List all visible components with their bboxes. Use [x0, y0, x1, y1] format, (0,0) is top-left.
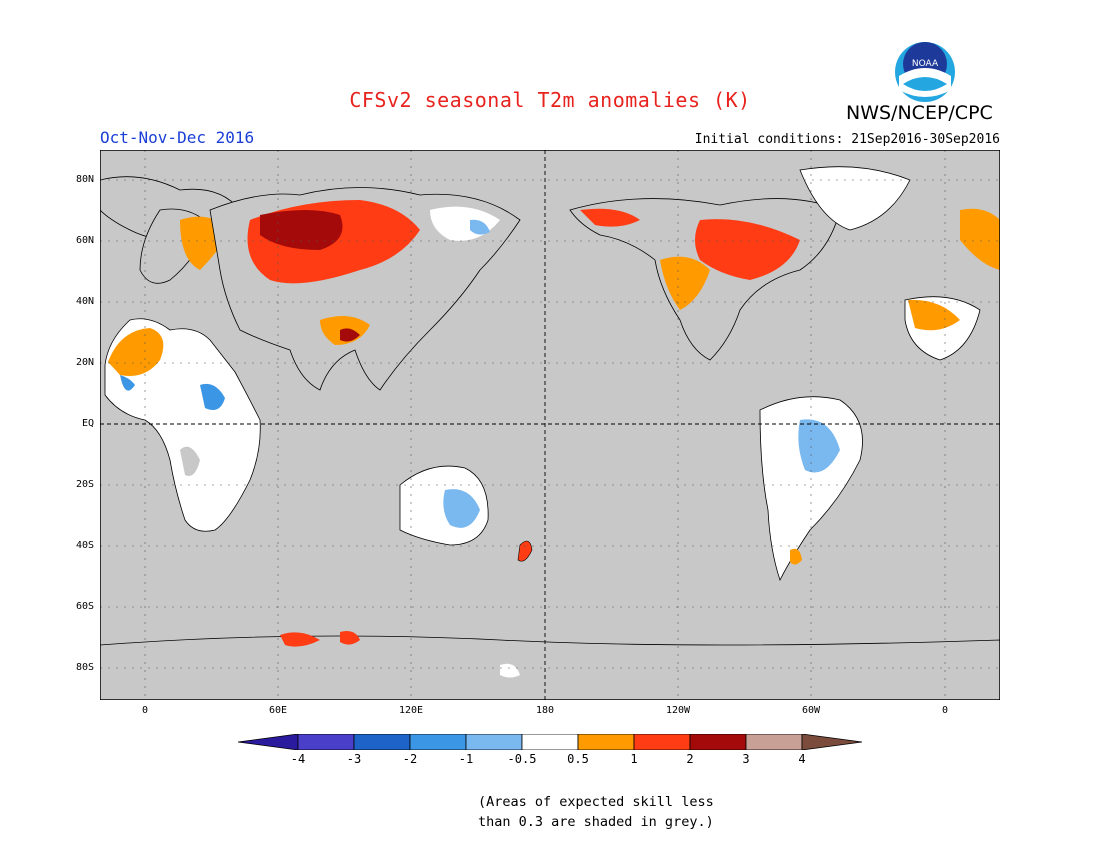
colorbar-tick-label: -0.5 — [507, 752, 537, 766]
colorbar-tick-label: 4 — [798, 752, 806, 766]
colorbar-tick-label: 0.5 — [567, 752, 589, 766]
lat-label: EQ — [81, 418, 94, 429]
skill-note: (Areas of expected skill less than 0.3 a… — [478, 792, 714, 832]
logo-text: NOAA — [912, 59, 939, 69]
colorbar-swatch — [633, 734, 691, 750]
lat-label: 60N — [75, 235, 94, 246]
lat-label: 20S — [75, 479, 94, 490]
colorbar-swatch — [409, 734, 467, 750]
lat-label: 80N — [75, 174, 94, 185]
season-period-label: Oct-Nov-Dec 2016 — [100, 128, 255, 147]
lon-label: 180 — [535, 705, 555, 716]
colorbar-swatch — [745, 734, 803, 750]
skill-note-line1: (Areas of expected skill less — [478, 794, 714, 810]
chart-title: CFSv2 seasonal T2m anomalies (K) — [349, 88, 751, 112]
colorbar-swatch — [577, 734, 635, 750]
lat-label: 60S — [75, 601, 94, 612]
colorbar-left-arrow — [238, 734, 299, 750]
lon-label: 60W — [801, 705, 821, 716]
land-south-america — [759, 396, 863, 582]
colorbar — [238, 734, 863, 750]
graticule — [100, 150, 1000, 700]
lat-label: 40N — [75, 296, 94, 307]
lon-label: 120W — [665, 705, 691, 716]
colorbar-swatch — [689, 734, 747, 750]
lon-label: 0 — [141, 705, 149, 716]
lat-label: 20N — [75, 357, 94, 368]
colorbar-right-arrow — [801, 734, 863, 750]
organization-label: NWS/NCEP/CPC — [846, 102, 993, 124]
land-asia — [209, 187, 521, 391]
colorbar-swatch — [465, 734, 523, 750]
colorbar-swatch — [353, 734, 411, 750]
initial-conditions-label: Initial conditions: 21Sep2016-30Sep2016 — [694, 132, 1000, 147]
lon-label: 0 — [941, 705, 949, 716]
colorbar-tick-label: -4 — [290, 752, 306, 766]
lon-label: 60E — [268, 705, 288, 716]
colorbar-swatch — [521, 734, 579, 750]
land-north-america — [569, 166, 1000, 361]
colorbar-tick-label: 3 — [742, 752, 750, 766]
colorbar-swatch — [297, 734, 355, 750]
colorbar-tick-label: -2 — [402, 752, 418, 766]
anomaly-map — [100, 150, 1000, 700]
colorbar-tick-label: -1 — [458, 752, 474, 766]
lat-label: 40S — [75, 540, 94, 551]
lat-label: 80S — [75, 662, 94, 673]
colorbar-tick-label: -3 — [346, 752, 362, 766]
colorbar-tick-label: 2 — [686, 752, 694, 766]
land-africa-europe — [100, 176, 261, 532]
lon-label: 120E — [398, 705, 424, 716]
skill-note-line2: than 0.3 are shaded in grey.) — [478, 814, 714, 830]
noaa-logo: NOAA — [893, 40, 957, 104]
colorbar-tick-label: 1 — [630, 752, 638, 766]
